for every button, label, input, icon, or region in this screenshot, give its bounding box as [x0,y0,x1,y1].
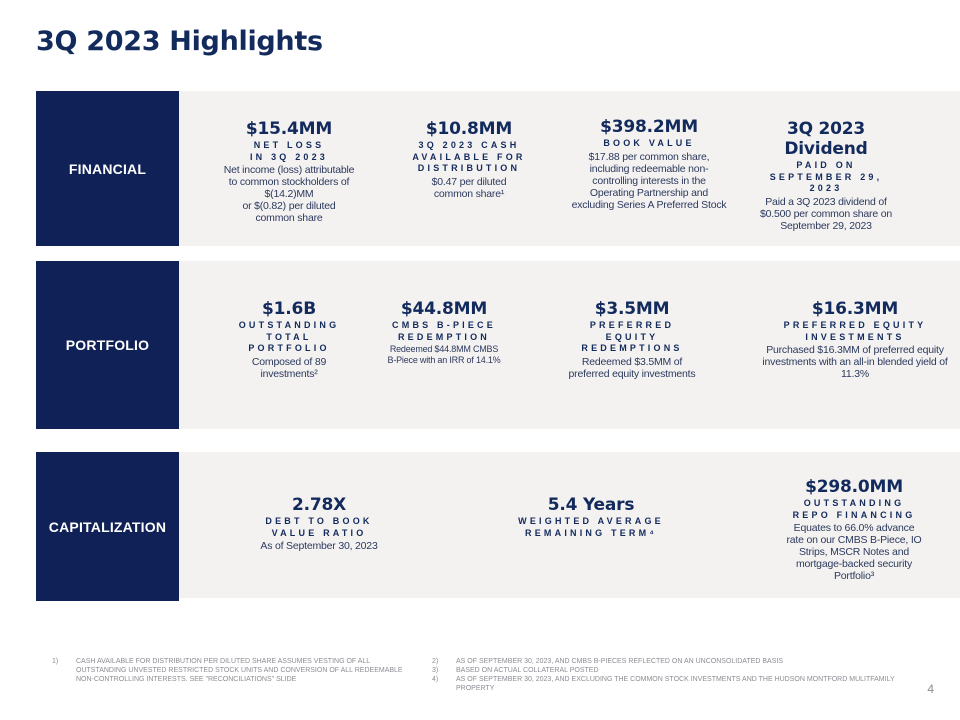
capitalization-item-remaining-term: 5.4 Years WEIGHTED AVERAGE REMAINING TER… [501,495,681,539]
portfolio-item-total: $1.6B OUTSTANDING TOTAL PORTFOLIO Compos… [229,299,349,380]
footnote: 3) BASED ON ACTUAL COLLATERAL POSTED [432,667,599,674]
metric-description: Equates to 66.0% advance rate on our CMB… [786,522,922,582]
financial-item-net-loss: $15.4MM NET LOSS IN 3Q 2023 Net income (… [219,119,359,224]
portfolio-section: PORTFOLIO $1.6B OUTSTANDING TOTAL PORTFO… [36,261,960,429]
metric-description: Paid a 3Q 2023 dividend of $0.500 per co… [760,195,892,232]
metric-label: CMBS B-PIECE REDEMPTION [392,320,496,342]
metric-description: $17.88 per common share, including redee… [571,150,727,211]
capitalization-content: 2.78X DEBT TO BOOK VALUE RATIO As of Sep… [179,452,960,598]
metric-value: $10.8MM [425,119,513,139]
metric-description: Purchased $16.3MM of preferred equity in… [762,344,948,380]
metric-value: $44.8MM [400,299,488,319]
capitalization-item-debt-ratio: 2.78X DEBT TO BOOK VALUE RATIO As of Sep… [244,495,394,552]
portfolio-item-preferred-redemptions: $3.5MM PREFERRED EQUITY REDEMPTIONS Rede… [557,299,707,380]
financial-item-book-value: $398.2MM BOOK VALUE $17.88 per common sh… [557,117,741,211]
metric-value: $15.4MM [245,119,333,139]
metric-description: As of September 30, 2023 [260,540,378,552]
metric-label: NET LOSS IN 3Q 2023 [249,140,329,162]
footnote: 4) AS OF SEPTEMBER 30, 2023, AND EXCLUDI… [432,676,895,692]
metric-description: Redeemed $44.8MM CMBS B-Piece with an IR… [387,344,501,365]
metric-description: Composed of 89 investments² [251,355,327,380]
capitalization-section: CAPITALIZATION 2.78X DEBT TO BOOK VALUE … [36,452,960,601]
portfolio-content: $1.6B OUTSTANDING TOTAL PORTFOLIO Compos… [179,261,960,429]
portfolio-item-preferred-investments: $16.3MM PREFERRED EQUITY INVESTMENTS Pur… [745,299,960,380]
metric-label: DEBT TO BOOK VALUE RATIO [265,516,373,538]
metric-label: OUTSTANDING TOTAL PORTFOLIO [238,320,340,353]
metric-label: PREFERRED EQUITY REDEMPTIONS [581,320,683,353]
metric-value: $398.2MM [600,117,698,137]
metric-label: OUTSTANDING REPO FINANCING [792,498,916,520]
footnotes-left: 1) CASH AVAILABLE FOR DISTRIBUTION PER D… [52,657,422,684]
portfolio-label: PORTFOLIO [36,261,179,429]
financial-label: FINANCIAL [36,91,179,246]
page-title: 3Q 2023 Highlights [36,26,323,57]
metric-value: $298.0MM [805,477,903,497]
metric-value: 3Q 2023 Dividend [784,119,868,159]
financial-item-cad: $10.8MM 3Q 2023 CASH AVAILABLE FOR DISTR… [404,119,534,200]
metric-value: 2.78X [291,495,347,515]
metric-description: $0.47 per diluted common share¹ [431,175,507,200]
financial-content: $15.4MM NET LOSS IN 3Q 2023 Net income (… [179,91,960,246]
metric-value: $1.6B [262,299,316,319]
portfolio-item-cmbs: $44.8MM CMBS B-PIECE REDEMPTION Redeemed… [369,299,519,366]
page-number: 4 [927,682,934,696]
financial-section: FINANCIAL $15.4MM NET LOSS IN 3Q 2023 Ne… [36,91,960,246]
metric-value: $16.3MM [811,299,899,319]
capitalization-label: CAPITALIZATION [36,452,179,601]
metric-label: 3Q 2023 CASH AVAILABLE FOR DISTRIBUTION [412,140,526,173]
financial-item-dividend: 3Q 2023 Dividend PAID ON SEPTEMBER 29, 2… [753,119,899,232]
metric-description: Net income (loss) attributable to common… [223,164,355,224]
footnote: 1) CASH AVAILABLE FOR DISTRIBUTION PER D… [52,658,403,683]
metric-label: BOOK VALUE [603,138,695,148]
footnote: 2) AS OF SEPTEMBER 30, 2023, AND CMBS B-… [432,658,784,665]
metric-label: WEIGHTED AVERAGE REMAINING TERM⁴ [518,516,664,538]
metric-value: $3.5MM [594,299,670,319]
footnotes-right: 2) AS OF SEPTEMBER 30, 2023, AND CMBS B-… [432,657,912,693]
metric-label: PREFERRED EQUITY INVESTMENTS [783,320,927,342]
metric-description: Redeemed $3.5MM of preferred equity inve… [568,355,696,380]
capitalization-item-repo-financing: $298.0MM OUTSTANDING REPO FINANCING Equa… [769,477,939,582]
metric-label: PAID ON SEPTEMBER 29, 2023 [769,160,883,193]
metric-value: 5.4 Years [547,495,635,515]
